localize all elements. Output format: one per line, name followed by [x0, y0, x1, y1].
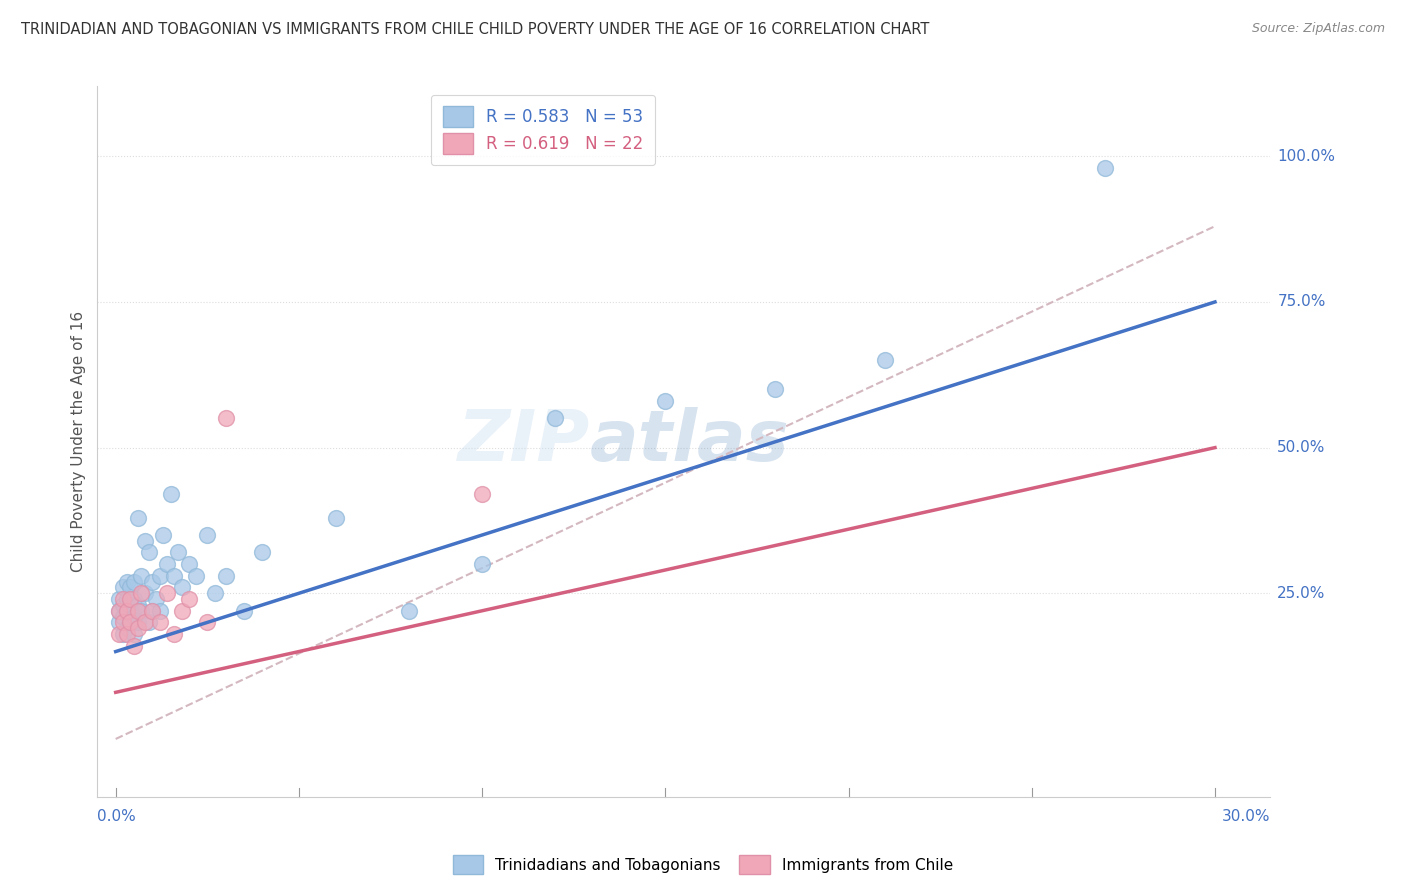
- Point: [141, 604, 163, 618]
- Text: Source: ZipAtlas.com: Source: ZipAtlas.com: [1251, 22, 1385, 36]
- Point: [170, 604, 193, 618]
- Point: [108, 604, 131, 618]
- Point: [108, 592, 131, 607]
- Text: 30.0%: 30.0%: [1222, 809, 1270, 824]
- Point: [108, 604, 131, 618]
- Point: [544, 411, 567, 425]
- Point: [177, 592, 200, 607]
- Point: [111, 598, 134, 612]
- Point: [111, 615, 134, 630]
- Point: [111, 609, 134, 624]
- Point: [122, 639, 145, 653]
- Point: [141, 604, 163, 618]
- Point: [163, 627, 186, 641]
- Point: [120, 592, 142, 607]
- Point: [131, 604, 153, 618]
- Point: [127, 598, 149, 612]
- Point: [152, 528, 174, 542]
- Point: [177, 557, 200, 571]
- Point: [325, 510, 347, 524]
- Point: [875, 353, 897, 368]
- Point: [149, 604, 172, 618]
- Point: [149, 615, 172, 630]
- Text: ZIP: ZIP: [457, 408, 591, 476]
- Point: [186, 569, 208, 583]
- Point: [115, 621, 138, 635]
- Point: [115, 604, 138, 618]
- Point: [156, 586, 179, 600]
- Point: [108, 627, 131, 641]
- Point: [134, 533, 156, 548]
- Point: [471, 557, 494, 571]
- Text: 100.0%: 100.0%: [1277, 149, 1336, 164]
- Point: [167, 545, 190, 559]
- Point: [127, 615, 149, 630]
- Point: [115, 574, 138, 589]
- Point: [1094, 161, 1116, 175]
- Point: [204, 586, 226, 600]
- Point: [122, 574, 145, 589]
- Point: [156, 557, 179, 571]
- Point: [232, 604, 254, 618]
- Point: [115, 604, 138, 618]
- Point: [195, 615, 218, 630]
- Point: [120, 615, 142, 630]
- Point: [149, 569, 172, 583]
- Text: TRINIDADIAN AND TOBAGONIAN VS IMMIGRANTS FROM CHILE CHILD POVERTY UNDER THE AGE : TRINIDADIAN AND TOBAGONIAN VS IMMIGRANTS…: [21, 22, 929, 37]
- Point: [111, 627, 134, 641]
- Point: [120, 598, 142, 612]
- Legend: Trinidadians and Tobagonians, Immigrants from Chile: Trinidadians and Tobagonians, Immigrants…: [447, 849, 959, 880]
- Point: [122, 627, 145, 641]
- Text: 25.0%: 25.0%: [1277, 586, 1326, 601]
- Point: [131, 586, 153, 600]
- Point: [471, 487, 494, 501]
- Point: [159, 487, 181, 501]
- Point: [252, 545, 274, 559]
- Point: [120, 581, 142, 595]
- Point: [134, 615, 156, 630]
- Point: [763, 382, 786, 396]
- Legend: R = 0.583   N = 53, R = 0.619   N = 22: R = 0.583 N = 53, R = 0.619 N = 22: [432, 95, 655, 165]
- Point: [134, 586, 156, 600]
- Text: 50.0%: 50.0%: [1277, 440, 1326, 455]
- Point: [654, 394, 676, 409]
- Point: [127, 621, 149, 635]
- Point: [195, 528, 218, 542]
- Point: [214, 569, 236, 583]
- Point: [111, 581, 134, 595]
- Point: [115, 627, 138, 641]
- Point: [115, 592, 138, 607]
- Point: [163, 569, 186, 583]
- Point: [122, 592, 145, 607]
- Point: [131, 569, 153, 583]
- Point: [214, 411, 236, 425]
- Point: [138, 545, 160, 559]
- Y-axis label: Child Poverty Under the Age of 16: Child Poverty Under the Age of 16: [72, 311, 86, 573]
- Point: [108, 615, 131, 630]
- Point: [127, 604, 149, 618]
- Point: [120, 615, 142, 630]
- Point: [122, 609, 145, 624]
- Text: atlas: atlas: [591, 408, 790, 476]
- Point: [145, 592, 167, 607]
- Text: 0.0%: 0.0%: [97, 809, 136, 824]
- Point: [141, 574, 163, 589]
- Point: [170, 581, 193, 595]
- Point: [111, 592, 134, 607]
- Point: [138, 615, 160, 630]
- Point: [127, 510, 149, 524]
- Point: [398, 604, 420, 618]
- Text: 75.0%: 75.0%: [1277, 294, 1326, 310]
